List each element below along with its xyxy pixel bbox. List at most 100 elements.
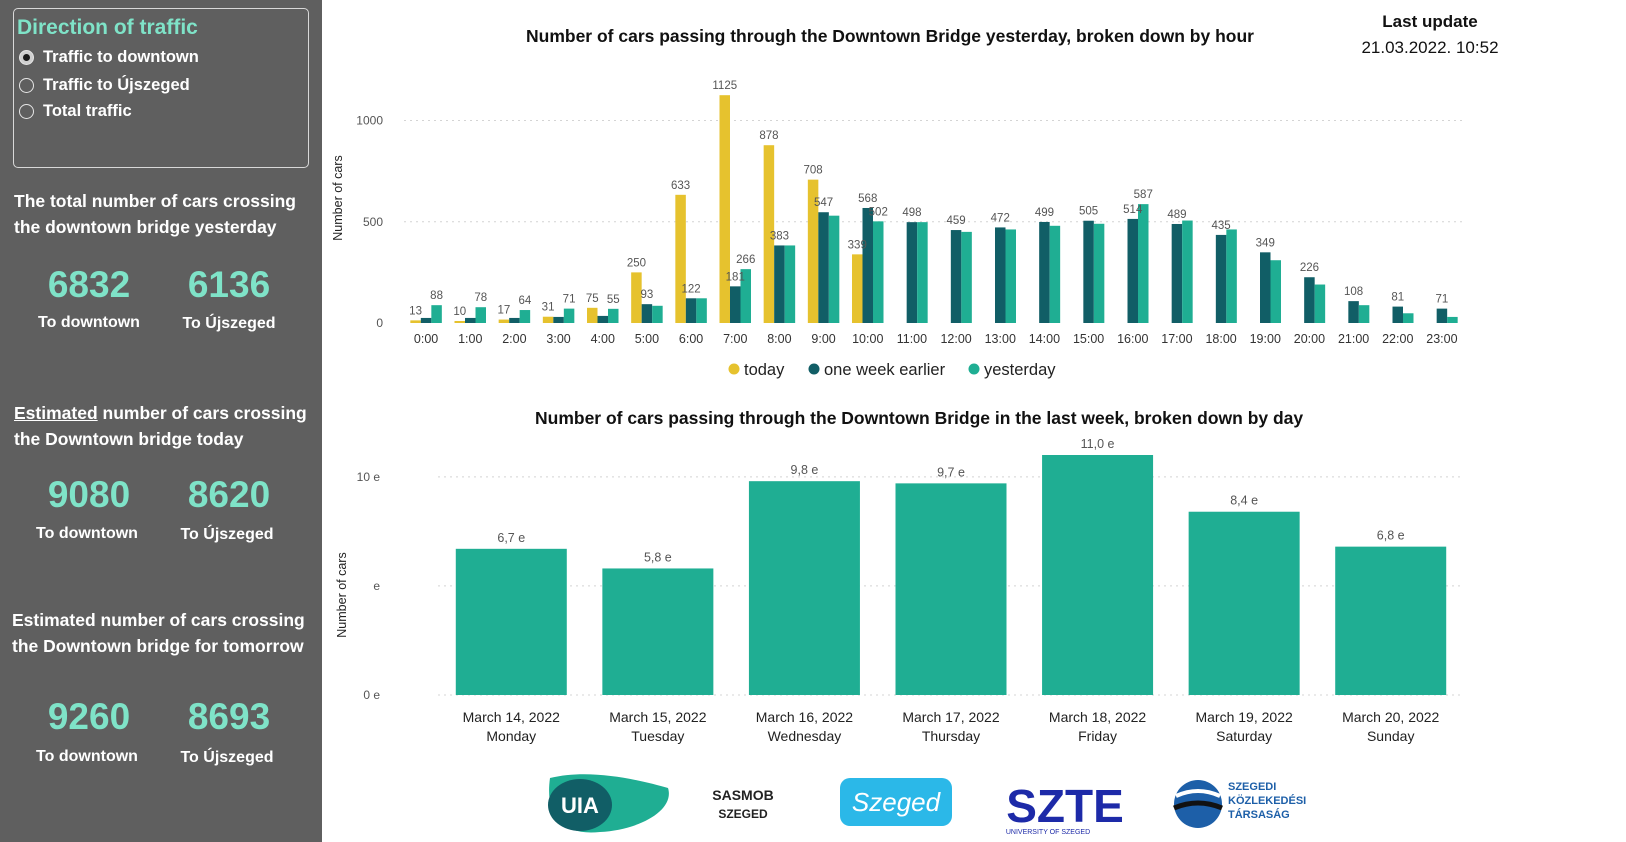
hourly-x-tick-label: 21:00 bbox=[1338, 332, 1369, 346]
legend-label-today: today bbox=[744, 361, 785, 379]
hourly-data-label: 31 bbox=[542, 302, 555, 314]
hourly-x-tick-label: 0:00 bbox=[414, 332, 438, 346]
hourly-bar-yesterday bbox=[519, 310, 531, 323]
hourly-bar-one-week-earlier bbox=[420, 317, 432, 323]
hourly-x-tick-label: 11:00 bbox=[897, 332, 927, 346]
hourly-bar-one-week-earlier bbox=[862, 207, 873, 323]
hourly-bar-today bbox=[675, 194, 686, 323]
hourly-data-label: 226 bbox=[1300, 262, 1319, 274]
hourly-x-tick-label: 8:00 bbox=[767, 332, 791, 346]
daily-y-tick-label: 10 e bbox=[357, 470, 381, 484]
direction-title: Direction of traffic bbox=[17, 16, 198, 39]
radio-selected-icon[interactable] bbox=[19, 50, 34, 65]
hourly-bar-one-week-earlier bbox=[995, 227, 1006, 323]
hourly-data-label: 878 bbox=[759, 130, 778, 142]
hourly-bar-yesterday bbox=[475, 307, 486, 323]
radio-icon[interactable] bbox=[19, 78, 34, 93]
hourly-bar-yesterday bbox=[1138, 204, 1149, 323]
hourly-x-tick-label: 17:00 bbox=[1161, 332, 1192, 346]
hourly-data-label: 71 bbox=[1436, 294, 1449, 306]
hourly-bar-yesterday bbox=[1358, 305, 1370, 323]
hourly-bar-one-week-earlier bbox=[1215, 234, 1227, 323]
hourly-x-tick-label: 12:00 bbox=[940, 332, 971, 346]
daily-x-tick-date: March 15, 2022 bbox=[609, 709, 706, 725]
hourly-data-label: 435 bbox=[1211, 220, 1230, 232]
option-traffic-to-ujszeged[interactable]: Traffic to Újszeged bbox=[19, 76, 190, 95]
szte-logo-subtitle: UNIVERSITY OF SZEGED bbox=[1006, 829, 1090, 836]
uia-logo: UIA bbox=[548, 774, 669, 833]
hourly-bar-yesterday bbox=[1314, 284, 1326, 323]
hourly-data-label: 587 bbox=[1134, 189, 1153, 201]
last-update-label: Last update bbox=[1382, 12, 1478, 31]
option-traffic-to-downtown[interactable]: Traffic to downtown bbox=[19, 48, 199, 67]
today-ujszeged-label: To Újszeged bbox=[180, 526, 274, 543]
hourly-bar-yesterday bbox=[652, 305, 663, 323]
hourly-bar-today bbox=[410, 320, 421, 323]
radio-icon[interactable] bbox=[19, 104, 34, 119]
szkt-logo-line2: KÖZLEKEDÉSI bbox=[1228, 794, 1306, 807]
hourly-data-label: 93 bbox=[641, 289, 654, 301]
hourly-data-label: 181 bbox=[726, 271, 745, 283]
hourly-data-label: 55 bbox=[607, 294, 620, 306]
hourly-bar-yesterday bbox=[828, 215, 840, 323]
hourly-bar-one-week-earlier bbox=[641, 304, 653, 323]
hourly-data-label: 349 bbox=[1256, 237, 1275, 249]
today-downtown-label: To downtown bbox=[36, 525, 138, 542]
daily-bar bbox=[748, 481, 860, 695]
daily-data-label: 8,4 e bbox=[1230, 494, 1258, 508]
daily-x-tick-date: March 18, 2022 bbox=[1049, 709, 1146, 725]
sasmob-logo-line1: SASMOB bbox=[712, 787, 773, 803]
hourly-bar-one-week-earlier bbox=[1304, 277, 1315, 323]
hourly-bar-yesterday bbox=[961, 231, 972, 323]
hourly-data-label: 498 bbox=[902, 207, 921, 219]
hourly-data-label: 81 bbox=[1391, 292, 1404, 304]
hourly-chart-title: Number of cars passing through the Downt… bbox=[526, 26, 1254, 46]
hourly-data-label: 88 bbox=[430, 290, 443, 302]
tomorrow-ujszeged-value: 8693 bbox=[187, 696, 271, 737]
hourly-x-tick-label: 15:00 bbox=[1073, 332, 1104, 346]
hourly-data-label: 1125 bbox=[712, 80, 737, 92]
hourly-data-label: 122 bbox=[681, 283, 700, 295]
tomorrow-stat-title: Estimated number of cars crossing the Do… bbox=[12, 610, 305, 656]
hourly-data-label: 499 bbox=[1035, 207, 1054, 219]
hourly-data-label: 64 bbox=[519, 295, 532, 307]
daily-x-tick-date: March 20, 2022 bbox=[1342, 709, 1439, 725]
hourly-data-label: 71 bbox=[563, 294, 576, 306]
szkt-logo-line3: TÁRSASÁG bbox=[1228, 808, 1290, 821]
today-title-underlined: Estimated bbox=[14, 403, 98, 423]
hourly-bar-yesterday bbox=[1049, 225, 1061, 323]
hourly-x-tick-label: 18:00 bbox=[1205, 332, 1236, 346]
hourly-bar-one-week-earlier bbox=[1348, 301, 1359, 323]
daily-y-axis-label: Number of cars bbox=[335, 552, 349, 637]
szeged-logo: Szeged bbox=[840, 778, 952, 826]
szkt-logo: SZEGEDI KÖZLEKEDÉSI TÁRSASÁG bbox=[1173, 780, 1306, 828]
legend-marker-today bbox=[728, 363, 740, 375]
yesterday-downtown-value: 6832 bbox=[47, 264, 131, 305]
daily-bar-chart: 0 e e 10 e Number of cars 6,7 e March 14, 202… bbox=[335, 437, 1464, 744]
hourly-bar-one-week-earlier bbox=[1127, 218, 1138, 323]
hourly-data-label: 383 bbox=[770, 230, 789, 242]
uia-logo-text: UIA bbox=[561, 793, 599, 818]
option-label: Traffic to Újszeged bbox=[43, 76, 190, 94]
today-downtown-value: 9080 bbox=[47, 474, 131, 515]
szte-logo: SZTE UNIVERSITY OF SZEGED bbox=[1006, 780, 1124, 836]
hourly-x-tick-label: 13:00 bbox=[985, 332, 1016, 346]
hourly-bar-chart: 0 500 1000 Number of cars 0:00 1:00 2:00 3:00 4:… bbox=[331, 80, 1464, 379]
hourly-data-label: 514 bbox=[1123, 204, 1143, 216]
today-title-rest: number of cars crossing the Downtown bri… bbox=[14, 403, 307, 449]
option-total-traffic[interactable]: Total traffic bbox=[19, 102, 132, 121]
hourly-x-tick-label: 4:00 bbox=[591, 332, 615, 346]
hourly-bar-one-week-earlier bbox=[1260, 252, 1271, 323]
option-label: Total traffic bbox=[43, 102, 132, 120]
hourly-bar-yesterday bbox=[784, 245, 796, 323]
hourly-bar-one-week-earlier bbox=[818, 212, 829, 323]
hourly-x-tick-label: 19:00 bbox=[1250, 332, 1281, 346]
daily-bar bbox=[602, 568, 714, 695]
hourly-bar-yesterday bbox=[1403, 313, 1414, 323]
tomorrow-downtown-value: 9260 bbox=[47, 696, 131, 737]
hourly-y-tick-label: 1000 bbox=[356, 114, 383, 128]
hourly-x-tick-label: 23:00 bbox=[1426, 332, 1457, 346]
hourly-bar-today bbox=[542, 316, 554, 323]
hourly-bar-today bbox=[763, 145, 775, 323]
daily-x-tick-weekday: Sunday bbox=[1367, 728, 1414, 744]
